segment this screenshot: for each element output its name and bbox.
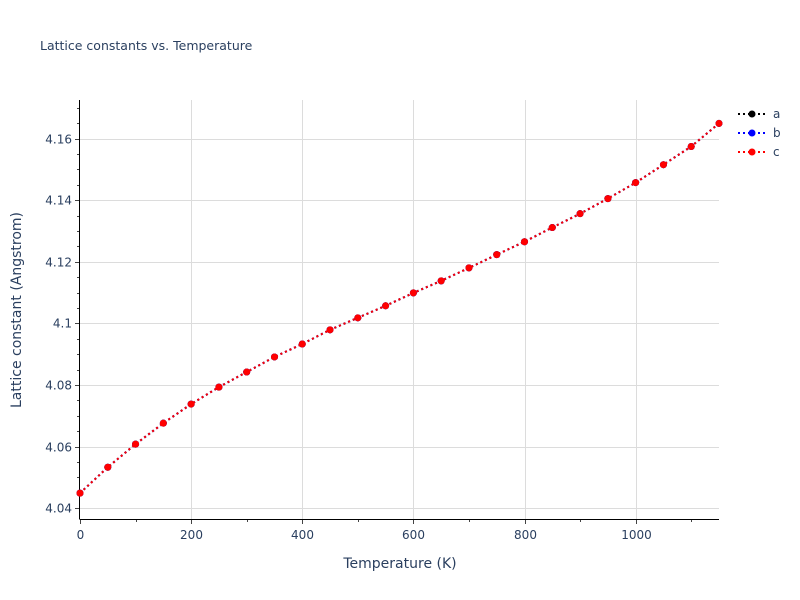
series-line	[79, 122, 720, 494]
series-line	[79, 122, 720, 494]
data-point[interactable]	[298, 340, 306, 348]
y-tick-label: 4.1	[53, 317, 72, 331]
legend-marker-icon	[748, 148, 756, 156]
data-point[interactable]	[548, 224, 556, 232]
data-point[interactable]	[493, 251, 501, 259]
x-tick-label: 1000	[621, 528, 652, 542]
x-tick-label: 200	[180, 528, 203, 542]
x-tick-label: 0	[77, 528, 85, 542]
y-tick-label: 4.14	[45, 194, 72, 208]
data-point[interactable]	[437, 277, 445, 285]
data-point[interactable]	[521, 238, 529, 246]
plot-area	[76, 119, 723, 497]
legend-label: b	[773, 126, 781, 140]
data-point[interactable]	[604, 195, 612, 203]
x-axis-ticks: 0 200 400 600 800 1000	[77, 519, 692, 542]
data-point[interactable]	[632, 179, 640, 187]
y-tick-label: 4.08	[45, 379, 72, 393]
x-axis-title: Temperature (K)	[342, 556, 456, 572]
data-point[interactable]	[243, 368, 251, 376]
data-point[interactable]	[354, 314, 362, 322]
x-tick-label: 600	[402, 528, 425, 542]
data-point[interactable]	[659, 161, 667, 169]
data-point[interactable]	[465, 264, 473, 272]
data-point[interactable]	[576, 210, 584, 218]
data-point[interactable]	[104, 463, 112, 471]
series-line	[79, 122, 720, 494]
legend-item-a[interactable]: a	[738, 107, 780, 121]
series-a	[76, 119, 723, 497]
y-tick-label: 4.06	[45, 441, 72, 455]
legend: abc	[738, 107, 781, 159]
y-tick-label: 4.16	[45, 133, 72, 147]
y-axis-ticks: 4.04 4.06 4.08 4.1 4.12 4.14 4.16	[45, 108, 80, 516]
series-b	[76, 119, 723, 497]
legend-label: a	[773, 107, 780, 121]
data-point[interactable]	[382, 302, 390, 310]
legend-item-b[interactable]: b	[738, 126, 781, 140]
y-axis-title: Lattice constant (Angstrom)	[9, 212, 25, 408]
series-c	[76, 119, 723, 497]
data-point[interactable]	[159, 419, 167, 427]
data-point[interactable]	[270, 353, 278, 361]
data-point[interactable]	[715, 119, 723, 127]
data-point[interactable]	[187, 400, 195, 408]
chart-title: Lattice constants vs. Temperature	[40, 38, 253, 53]
y-tick-label: 4.04	[45, 502, 72, 516]
y-tick-label: 4.12	[45, 256, 72, 270]
legend-marker-icon	[748, 110, 756, 118]
x-tick-label: 400	[291, 528, 314, 542]
x-tick-label: 800	[514, 528, 537, 542]
data-point[interactable]	[76, 489, 84, 497]
data-point[interactable]	[409, 289, 417, 297]
data-point[interactable]	[326, 326, 334, 334]
legend-marker-icon	[748, 129, 756, 137]
legend-label: c	[773, 145, 780, 159]
legend-item-c[interactable]: c	[738, 145, 780, 159]
gridlines	[80, 100, 719, 519]
data-point[interactable]	[215, 383, 223, 391]
data-point[interactable]	[132, 440, 140, 448]
data-point[interactable]	[687, 143, 695, 151]
